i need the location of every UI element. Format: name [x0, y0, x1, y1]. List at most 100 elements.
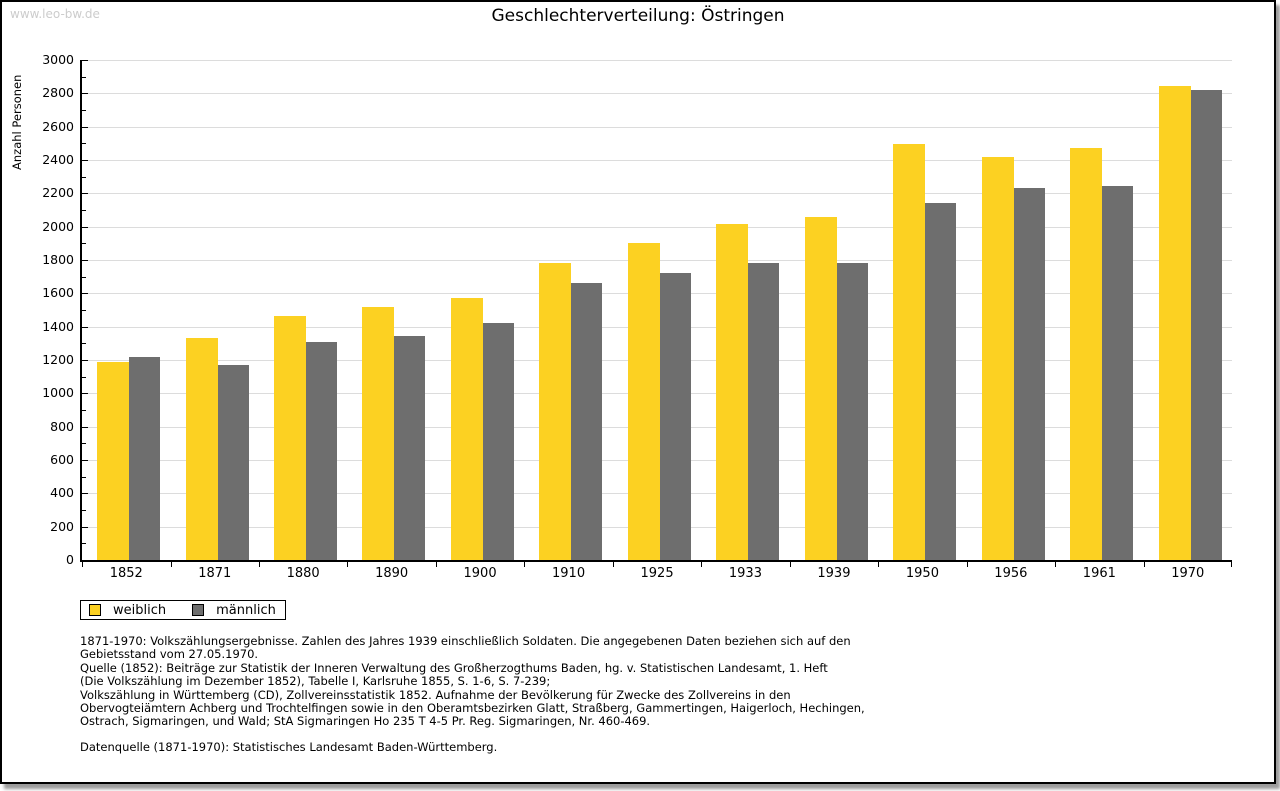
y-major-tick-2200 — [82, 193, 88, 195]
chart-title: Geschlechterverteilung: Östringen — [491, 6, 785, 26]
plot-area: 0 200 400 600 800 1000 1200 1400 1600 1800 2000 220… — [42, 53, 1232, 581]
x-tick — [524, 562, 526, 567]
bar-weiblich-1890 — [362, 306, 395, 560]
y-minor-tick-1500 — [82, 310, 86, 311]
y-tick-label-2000: 2000 — [42, 218, 74, 234]
y-tick-label-2800: 2800 — [42, 85, 74, 101]
y-tick-label-0: 0 — [66, 552, 74, 567]
bar-weiblich-1939 — [804, 216, 837, 560]
y-minor-tick-1900 — [82, 243, 86, 245]
bar-weiblich-1970 — [1158, 85, 1191, 560]
y-minor-tick-2100 — [82, 210, 86, 211]
bar-männlich-1925 — [659, 273, 691, 560]
footnote-line: Ostrach, Sigmaringen, und Wald; StA Sigm… — [80, 714, 651, 729]
legend-swatch-weiblich — [89, 604, 101, 616]
y-tick-label-2400: 2400 — [42, 152, 74, 167]
x-tick — [789, 562, 791, 567]
bar-männlich-1871 — [217, 365, 249, 560]
y-tick-label-800: 800 — [50, 418, 74, 434]
x-tick — [612, 562, 614, 567]
y-major-tick-2000 — [82, 226, 88, 228]
y-tick-label-200: 200 — [50, 518, 74, 534]
footnote-line: 1871-1970: Volkszählungsergebnisse. Zahl… — [80, 634, 851, 648]
y-major-tick-2800 — [82, 93, 88, 95]
y-tick-label-1000: 1000 — [42, 385, 74, 401]
gridline-2600 — [82, 126, 1232, 128]
bar-weiblich-1852 — [97, 361, 129, 560]
y-major-tick-600 — [82, 460, 88, 461]
x-tick — [258, 562, 260, 567]
x-axis-label-1900: 1900 — [463, 566, 497, 581]
bar-weiblich-1950 — [893, 144, 926, 560]
y-minor-tick-2900 — [82, 76, 86, 78]
y-tick-label-400: 400 — [50, 485, 74, 501]
gridline-2000 — [82, 226, 1232, 228]
y-tick-label-600: 600 — [50, 452, 74, 467]
y-tick-label-1600: 1600 — [42, 285, 74, 301]
footnote-line: (Die Volkszählung im Dezember 1852), Tab… — [80, 674, 551, 689]
y-minor-tick-2300 — [82, 176, 86, 178]
x-axis-label-1852: 1852 — [109, 566, 143, 581]
x-axis-label-1890: 1890 — [375, 566, 409, 581]
x-tick — [878, 562, 880, 567]
footnote-line: Quelle (1852): Beiträge zur Statistik de… — [80, 660, 828, 675]
x-axis-label-1939: 1939 — [817, 566, 851, 581]
x-axis-label-1950: 1950 — [905, 566, 939, 581]
legend-label: männlich — [216, 602, 276, 618]
bar-männlich-1956 — [1013, 188, 1045, 560]
bar-männlich-1910 — [571, 283, 603, 560]
y-minor-tick-100 — [82, 543, 86, 545]
y-minor-tick-1700 — [82, 276, 86, 278]
y-minor-tick-2700 — [82, 110, 86, 111]
x-axis-label-1970: 1970 — [1171, 566, 1205, 581]
gridline-2200 — [82, 193, 1232, 195]
x-axis-label-1871: 1871 — [198, 566, 232, 581]
y-minor-tick-700 — [82, 443, 86, 445]
legend-label: weiblich — [113, 602, 167, 618]
x-axis-label-1961: 1961 — [1082, 566, 1116, 581]
y-major-tick-1600 — [82, 293, 88, 295]
y-tick-label-2200: 2200 — [42, 185, 74, 201]
x-tick — [1143, 562, 1145, 567]
x-tick — [435, 562, 437, 567]
gridline-3000 — [82, 60, 1232, 61]
y-major-tick-200 — [82, 526, 88, 528]
y-minor-tick-2500 — [82, 143, 86, 145]
bar-weiblich-1925 — [627, 242, 660, 560]
bar-männlich-1900 — [482, 322, 514, 560]
legend: weiblich männlich — [80, 600, 286, 620]
y-minor-tick-1300 — [82, 343, 86, 345]
datasource-note: Datenquelle (1871-1970): Statistisches L… — [80, 740, 498, 754]
footnote-line: Obervogteiämtern Achberg und Trochtelfin… — [80, 701, 865, 716]
y-tick-label-3000: 3000 — [42, 52, 74, 67]
bar-weiblich-1961 — [1070, 148, 1103, 560]
y-minor-tick-1100 — [82, 376, 86, 378]
y-major-tick-2400 — [82, 160, 88, 161]
gridline-2800 — [82, 93, 1232, 95]
y-tick-label-1400: 1400 — [42, 318, 74, 334]
legend-swatch-männlich — [192, 604, 205, 616]
bar-männlich-1880 — [305, 341, 337, 560]
x-tick — [170, 562, 172, 567]
y-major-tick-400 — [82, 493, 88, 495]
legend-item-männlich: männlich — [192, 603, 276, 618]
gridline-2400 — [82, 160, 1232, 161]
y-major-tick-1000 — [82, 393, 88, 395]
x-axis-label-1925: 1925 — [640, 566, 674, 581]
y-major-tick-2600 — [82, 126, 88, 128]
bar-weiblich-1910 — [539, 263, 572, 560]
bar-weiblich-1871 — [185, 338, 218, 560]
x-tick — [1055, 562, 1057, 567]
bar-männlich-1961 — [1102, 185, 1134, 560]
y-tick-label-2600: 2600 — [42, 118, 74, 134]
y-tick-label-1200: 1200 — [42, 352, 74, 367]
y-major-tick-3000 — [82, 60, 88, 61]
footnote-line: Gebietsstand vom 27.05.1970. — [80, 647, 259, 662]
footnote-line: Volkszählung in Württemberg (CD), Zollve… — [80, 687, 791, 702]
x-axis-label-1956: 1956 — [994, 566, 1028, 581]
y-minor-tick-300 — [82, 510, 86, 511]
bar-männlich-1933 — [748, 262, 780, 560]
y-tick-label-1800: 1800 — [42, 252, 74, 267]
x-axis-label-1933: 1933 — [728, 566, 762, 581]
